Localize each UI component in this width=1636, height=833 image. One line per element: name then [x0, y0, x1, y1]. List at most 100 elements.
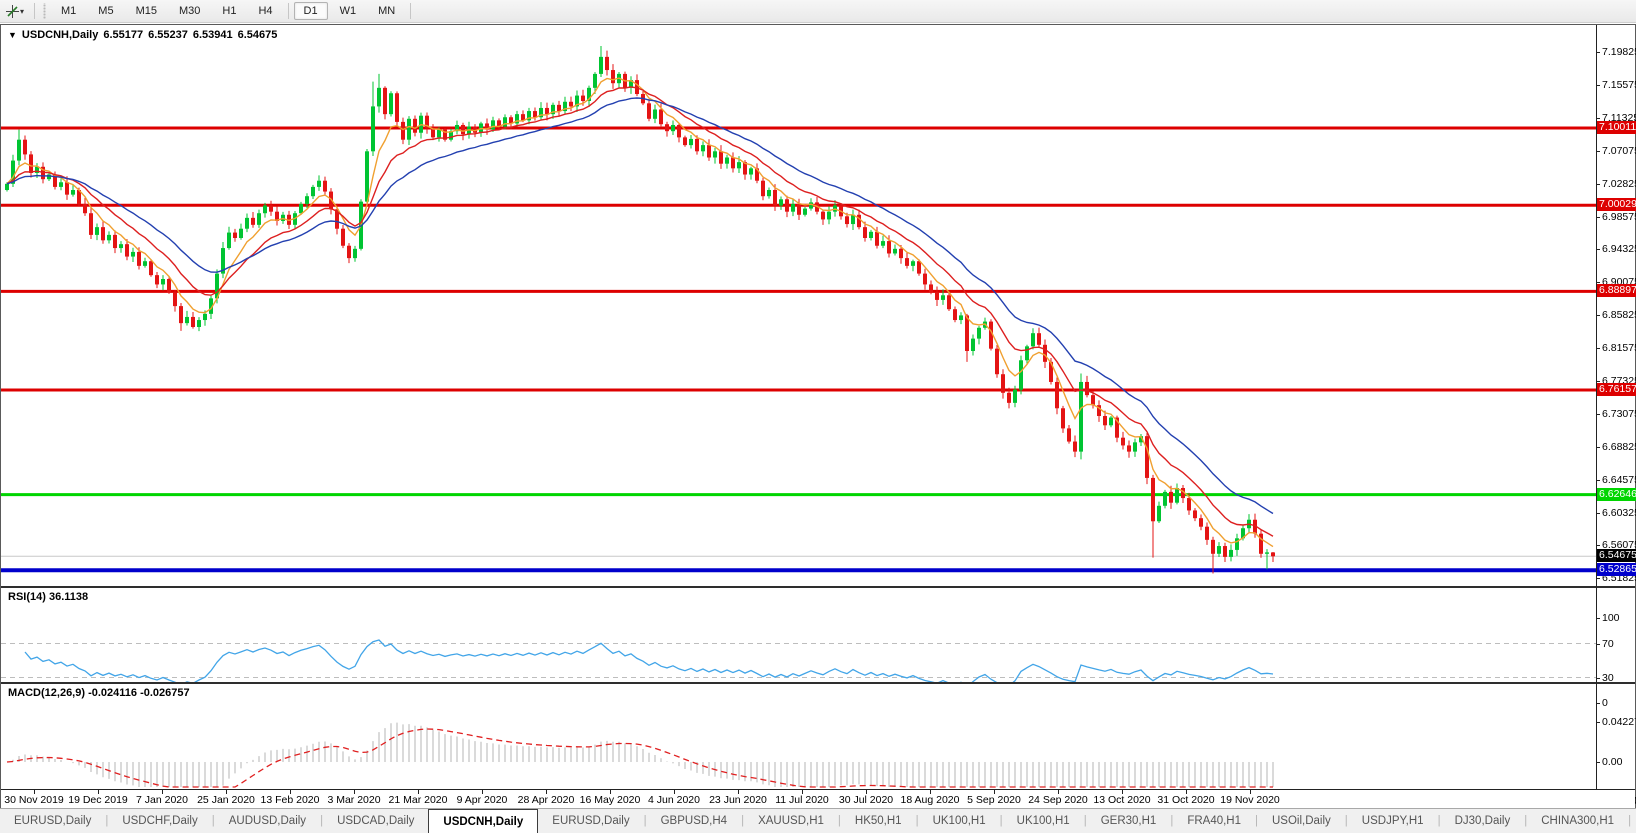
date-tick-mark [34, 790, 35, 794]
date-tick-mark [1122, 790, 1123, 794]
ohlc-close: 6.54675 [237, 29, 278, 41]
tab-separator: | [211, 815, 215, 827]
price-level-badge: 6.54675 [1597, 549, 1636, 563]
candle-body [629, 80, 633, 88]
axis-tick-mark [1596, 545, 1600, 547]
candle-body [215, 273, 219, 299]
chart-tab-usoil-daily[interactable]: USOil,Daily [1272, 815, 1331, 827]
timeframe-button-d1[interactable]: D1 [293, 2, 328, 20]
candle-body [77, 190, 81, 204]
slow-ma-line [6, 97, 1274, 515]
chart-tab-usdcad-daily[interactable]: USDCAD,Daily [337, 815, 415, 827]
chart-tab-usdcnh-daily[interactable]: USDCNH,Daily [428, 809, 539, 833]
candle-body [1259, 533, 1263, 554]
candle-body [251, 217, 255, 225]
candle-body [443, 129, 447, 140]
candle-body [509, 117, 513, 124]
candle-body [797, 203, 801, 215]
axis-tick-mark [1596, 117, 1600, 119]
candle-body [827, 211, 831, 220]
collapse-triangle-icon[interactable]: ▼ [8, 30, 17, 40]
candle-body [1085, 381, 1089, 396]
date-tick-mark [866, 790, 867, 794]
candle-body [401, 121, 405, 140]
candle-body [119, 244, 123, 249]
ohlc-low: 6.53941 [192, 29, 233, 41]
candle-body [203, 313, 207, 321]
candle-body [1271, 552, 1275, 557]
candle-body [929, 284, 933, 293]
candle-body [1001, 374, 1005, 393]
price-level-badge: 6.88897 [1597, 284, 1636, 298]
chart-tab-fra40-h1[interactable]: FRA40,H1 [1187, 815, 1241, 827]
chart-tab-ger30-h1[interactable]: GER30,H1 [1100, 815, 1157, 827]
chart-tab-gbpusd-h4[interactable]: GBPUSD,H4 [660, 815, 728, 827]
candle-body [383, 87, 387, 115]
panel-divider[interactable] [1, 586, 1635, 588]
candle-body [1151, 477, 1155, 522]
candle-body [89, 213, 93, 235]
candle-body [527, 111, 531, 121]
candle-body [245, 217, 249, 229]
candle-body [935, 292, 939, 300]
candle-body [551, 104, 555, 115]
timeframe-button-h4[interactable]: H4 [258, 5, 273, 17]
candle-body [497, 120, 501, 127]
timeframe-button-w1[interactable]: W1 [339, 5, 357, 17]
candle-body [515, 114, 519, 124]
candle-body [767, 190, 771, 197]
chart-tabbar: EURUSD,Daily | USDCHF,Daily | AUDUSD,Daily | U… [0, 808, 1636, 833]
price-level-badge: 7.10011 [1597, 121, 1636, 134]
axis-tick-label: 6.56075 [1602, 539, 1636, 552]
chart-tab-usdchf-daily[interactable]: USDCHF,Daily [122, 815, 198, 827]
date-tick-label: 19 Dec 2019 [68, 794, 128, 806]
axis-tick-label: 6.73075 [1602, 407, 1636, 420]
chart-tab-dj30-daily[interactable]: DJ30,Daily [1454, 815, 1511, 827]
candle-body [743, 162, 747, 175]
chart-tab-china300-h1[interactable]: CHINA300,H1 [1541, 815, 1615, 827]
timeframe-button-m1[interactable]: M1 [61, 5, 77, 17]
chart-tab-hk50-h1[interactable]: HK50,H1 [854, 815, 902, 827]
timeframe-button-h1[interactable]: H1 [222, 5, 237, 17]
date-tick-label: 13 Feb 2020 [260, 794, 320, 806]
axis-tick-mark [1596, 315, 1600, 317]
chart-tab-usoil-h1[interactable]: USOil,H1 [1631, 809, 1636, 833]
price-axis-border [1596, 25, 1597, 807]
chart-tab-uk100-h1[interactable]: UK100,H1 [1016, 815, 1070, 827]
candle-body [353, 248, 357, 259]
macd-plot [6, 722, 1274, 788]
candle-body [1217, 546, 1221, 554]
date-tick-mark [802, 790, 803, 794]
chart-tab-eurusd-daily[interactable]: EURUSD,Daily [14, 815, 92, 827]
axis-tick-label: 6.81575 [1602, 342, 1636, 355]
candle-body [893, 248, 897, 254]
timeframe-button-m15[interactable]: M15 [135, 5, 157, 17]
chart-tab-xauusd-h1[interactable]: XAUUSD,H1 [758, 815, 824, 827]
candle-body [821, 211, 825, 220]
axis-tick-label: 0.042275 [1602, 716, 1636, 728]
candle-body [179, 306, 183, 324]
date-tick-label: 21 Mar 2020 [388, 794, 448, 806]
candle-body [101, 227, 105, 241]
candle-body [161, 279, 165, 285]
axis-tick-label: 7.19825 [1602, 46, 1636, 59]
timeframe-button-mn[interactable]: MN [378, 5, 396, 17]
chart-tab-uk100-h1[interactable]: UK100,H1 [932, 815, 986, 827]
candle-body [1133, 442, 1137, 452]
candle-body [347, 245, 351, 259]
chart-tab-usdjpy-h1[interactable]: USDJPY,H1 [1361, 815, 1424, 827]
chart-tab-audusd-daily[interactable]: AUDUSD,Daily [228, 815, 307, 827]
timeframe-button-m5[interactable]: M5 [98, 5, 114, 17]
panel-divider[interactable] [1, 682, 1635, 684]
crosshair-icon[interactable]: ▾ [0, 2, 30, 21]
axis-tick-label: 7.15575 [1602, 78, 1636, 91]
candle-body [671, 124, 675, 132]
timeframe-button-m30[interactable]: M30 [178, 5, 201, 17]
candle-body [233, 232, 237, 238]
candle-body [869, 231, 873, 238]
candle-body [545, 107, 549, 115]
chart-tab-eurusd-daily[interactable]: EURUSD,Daily [552, 815, 630, 827]
candle-body [863, 227, 867, 238]
candle-body [809, 202, 813, 209]
axis-tick-mark [1596, 479, 1600, 481]
